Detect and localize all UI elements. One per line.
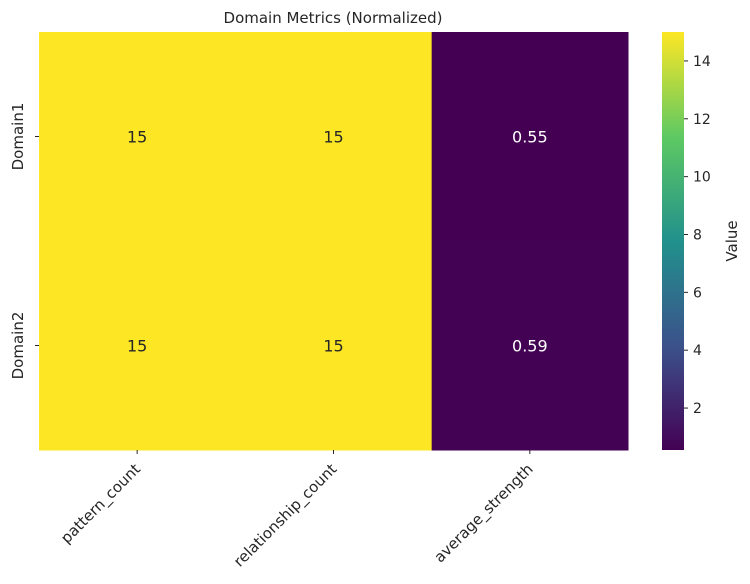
- y-tick-label: Domain1: [9, 103, 27, 171]
- y-axis-tick-labels: Domain1 Domain2: [9, 103, 39, 380]
- cell-value-labels: 15 15 0.55 15 15 0.59: [127, 128, 548, 356]
- colorbar-tick-label: 4: [693, 343, 702, 359]
- colorbar-label: Value: [723, 220, 741, 261]
- cell-value-label: 15: [323, 128, 343, 147]
- colorbar-tick-label: 8: [693, 227, 702, 243]
- colorbar-tick-label: 12: [693, 112, 711, 128]
- x-tick-label: average_strength: [431, 460, 538, 567]
- x-tick-label: pattern_count: [57, 460, 145, 548]
- colorbar-tick-label: 2: [693, 401, 702, 417]
- heatmap-cell: [39, 32, 236, 242]
- cell-value-label: 0.55: [512, 128, 548, 147]
- x-tick-label: relationship_count: [230, 460, 341, 571]
- x-axis-tick-labels: pattern_count relationship_count average_s…: [57, 450, 537, 571]
- colorbar-tick-label: 6: [693, 285, 702, 301]
- colorbar-tick-label: 10: [693, 170, 711, 186]
- cell-value-label: 15: [127, 337, 147, 356]
- colorbar-gradient: [662, 32, 684, 450]
- heatmap-cell: [431, 241, 629, 451]
- heatmap-cell: [235, 241, 433, 451]
- cell-value-label: 0.59: [512, 337, 548, 356]
- y-tick-label: Domain2: [9, 312, 27, 380]
- heatmap-cells: [39, 32, 629, 451]
- heatmap-cell: [431, 32, 629, 242]
- heatmap-cell: [39, 241, 236, 451]
- colorbar: 2 4 6 8 10 12 14 Value: [662, 32, 741, 450]
- chart-title: Domain Metrics (Normalized): [224, 9, 443, 27]
- cell-value-label: 15: [127, 128, 147, 147]
- heatmap-cell: [235, 32, 433, 242]
- cell-value-label: 15: [323, 337, 343, 356]
- colorbar-ticks: 2 4 6 8 10 12 14: [684, 54, 711, 417]
- colorbar-tick-label: 14: [693, 54, 711, 70]
